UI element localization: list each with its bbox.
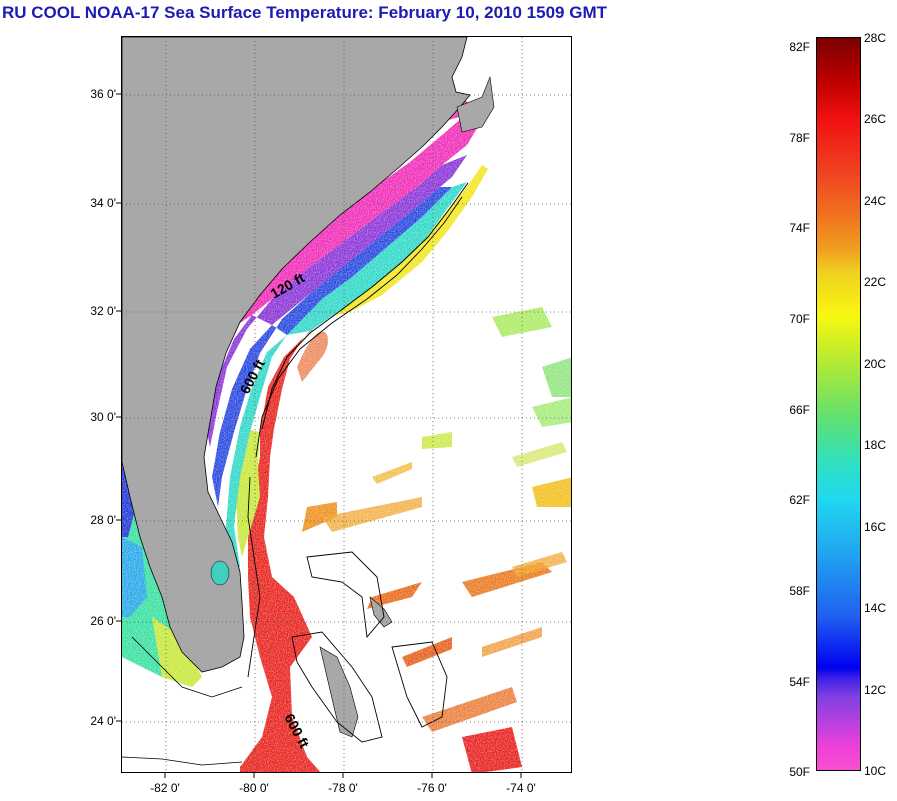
sst-map-canvas: 120 ft 600 ft 600 ft [122,37,571,772]
cbar-f-54: 54F [789,675,810,689]
cbar-f-70: 70F [789,312,810,326]
contour-600ft [255,196,463,458]
cbar-f-50: 50F [789,765,810,779]
cbar-c-14: 14C [864,601,887,615]
cbar-c-10: 10C [864,764,887,778]
cbar-f-62: 62F [789,493,810,507]
cbar-c-16: 16C [864,520,887,534]
land-bahamas [319,646,359,738]
cbar-f-58: 58F [789,584,810,598]
cbar-f-74: 74F [789,221,810,235]
cbar-c-26: 26C [864,112,887,126]
lon-label-80: -80 0' [239,781,269,795]
lon-label-78: -78 0' [328,781,358,795]
cbar-c-24: 24C [864,194,887,208]
map-grid [122,37,571,772]
lat-label-36: 36 0' [90,87,116,101]
contour-bahamas [291,631,383,743]
contour-bahamas [131,636,243,698]
land-bahamas [369,596,393,628]
lon-label-74: -74 0' [506,781,536,795]
lat-label-32: 32 0' [90,304,116,318]
lake-okeechobee [210,560,230,586]
land-islands [456,75,495,133]
lat-label-30: 30 0' [90,410,116,424]
lat-label-26: 26 0' [90,614,116,628]
lat-label-28: 28 0' [90,513,116,527]
cbar-f-66: 66F [789,403,810,417]
cbar-c-12: 12C [864,683,887,697]
cbar-f-82: 82F [789,40,810,54]
cbar-c-20: 20C [864,357,887,371]
lon-label-76: -76 0' [417,781,447,795]
contour-bahamas [306,551,385,639]
cbar-f-78: 78F [789,131,810,145]
sst-colorbar [816,37,861,771]
contour-bahamas [122,756,243,766]
map-title: RU COOL NOAA-17 Sea Surface Temperature:… [2,3,607,22]
cbar-c-18: 18C [864,438,887,452]
lon-label-82: -82 0' [150,781,180,795]
contour-120ft [261,182,469,430]
lat-label-34: 34 0' [90,196,116,210]
cbar-c-22: 22C [864,275,887,289]
contour-600ft [247,476,261,678]
lat-label-24: 24 0' [90,714,116,728]
sst-map: 120 ft 600 ft 600 ft [121,36,572,773]
cbar-c-28: 28C [864,31,887,45]
contour-bahamas [391,641,448,728]
